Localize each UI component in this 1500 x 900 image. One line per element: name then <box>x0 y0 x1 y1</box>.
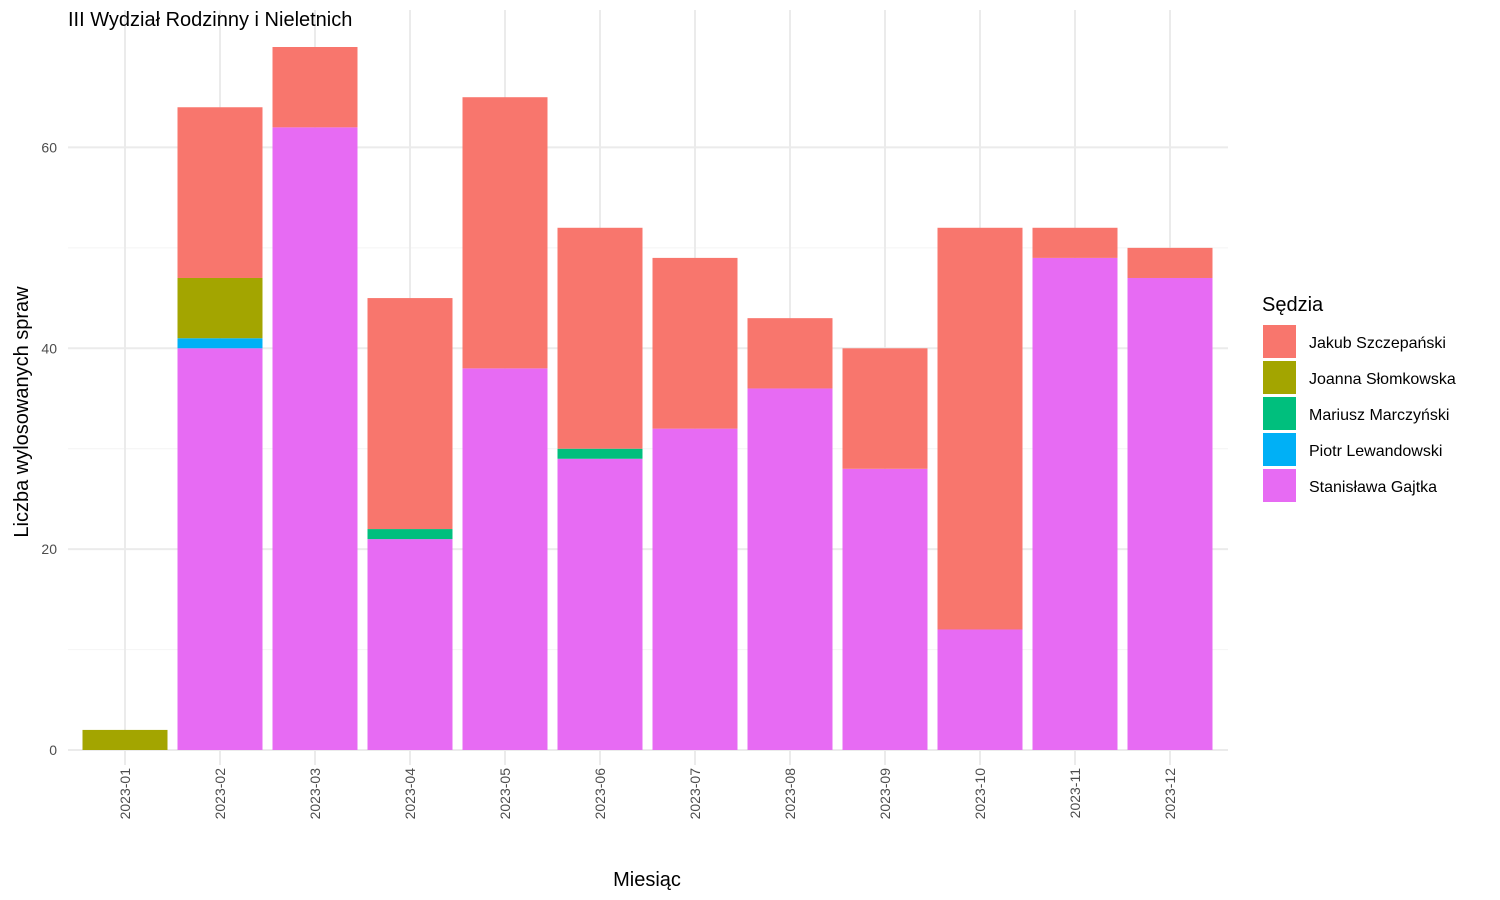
legend-swatch <box>1263 397 1296 430</box>
legend-label: Jakub Szczepański <box>1309 335 1446 352</box>
bar-segment <box>1032 257 1118 750</box>
x-tick-label: 2023-09 <box>877 768 893 820</box>
y-tick-label: 40 <box>41 340 57 356</box>
bar-segment <box>177 338 263 349</box>
bar-segment <box>557 227 643 449</box>
bar-segment <box>937 227 1023 630</box>
x-tick-label: 2023-07 <box>687 768 703 820</box>
chart-title: III Wydział Rodzinny i Nieletnich <box>68 9 352 31</box>
legend-label: Mariusz Marczyński <box>1309 407 1449 424</box>
x-axis-title: Miesiąc <box>613 869 681 891</box>
bar-segment <box>367 529 453 540</box>
legend-swatch <box>1263 361 1296 394</box>
legend-swatch <box>1263 469 1296 502</box>
bar-segment <box>367 539 453 750</box>
x-tick-label: 2023-05 <box>497 768 513 820</box>
bar-segment <box>1127 277 1213 750</box>
bar-segment <box>557 448 643 459</box>
bar-segment <box>82 729 168 750</box>
bar-segment <box>842 468 928 750</box>
bar-segment <box>462 368 548 750</box>
bar-segment <box>177 348 263 750</box>
bar-segment <box>1032 227 1118 258</box>
bar-segment <box>937 629 1023 750</box>
x-tick-label: 2023-04 <box>402 768 418 820</box>
x-tick-label: 2023-01 <box>117 768 133 820</box>
bar-segment <box>177 277 263 339</box>
y-axis-ticks: 0 20 40 60 <box>41 139 57 758</box>
bar-segment <box>272 127 358 751</box>
legend-label: Piotr Lewandowski <box>1309 443 1442 460</box>
y-tick-label: 20 <box>41 541 57 557</box>
x-tick-label: 2023-12 <box>1162 768 1178 820</box>
bar-segment <box>367 298 453 530</box>
x-tick-label: 2023-11 <box>1067 768 1083 819</box>
bar-segment <box>1127 247 1213 278</box>
y-axis-title: Liczba wylosowanych spraw <box>11 286 33 538</box>
bar-segment <box>652 257 738 429</box>
x-tick-label: 2023-03 <box>307 768 323 820</box>
x-tick-label: 2023-02 <box>212 768 228 820</box>
x-tick-label: 2023-10 <box>972 768 988 820</box>
bar-segment <box>272 47 358 128</box>
legend: Sędzia Jakub Szczepański Joanna Słomkowsk… <box>1262 294 1456 502</box>
legend-label: Joanna Słomkowska <box>1309 371 1456 388</box>
bar-segment <box>557 458 643 750</box>
x-tick-label: 2023-08 <box>782 768 798 820</box>
y-tick-label: 0 <box>49 742 57 758</box>
x-axis-ticks: 2023-01 2023-02 2023-03 2023-04 2023-05 2023-… <box>117 768 1178 820</box>
legend-label: Stanisława Gajtka <box>1309 479 1437 496</box>
bars <box>82 47 1213 751</box>
legend-swatch <box>1263 325 1296 358</box>
bar-segment <box>177 107 263 278</box>
bar-segment <box>652 428 738 750</box>
bar-segment <box>462 97 548 369</box>
legend-items: Jakub Szczepański Joanna Słomkowska Marius… <box>1263 325 1456 502</box>
bar-segment <box>747 318 833 389</box>
legend-swatch <box>1263 433 1296 466</box>
legend-title: Sędzia <box>1262 294 1324 316</box>
bar-segment <box>842 348 928 469</box>
y-tick-label: 60 <box>41 139 57 155</box>
x-tick-label: 2023-06 <box>592 768 608 820</box>
bar-segment <box>747 388 833 750</box>
